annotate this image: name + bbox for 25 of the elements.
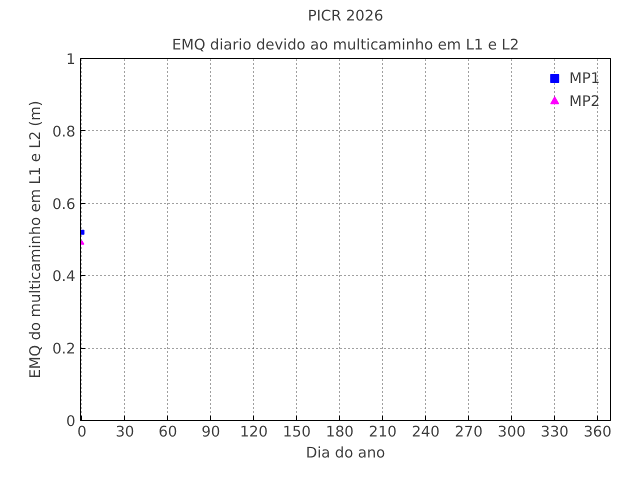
x-tick-label: 0 xyxy=(77,424,87,440)
y-axis-title: EMQ do multicaminho em L1 e L2 (m) xyxy=(27,100,44,378)
legend-label: MP2 xyxy=(569,92,600,110)
x-tick-label: 240 xyxy=(412,424,440,440)
legend-label: MP1 xyxy=(569,70,600,86)
y-tick-label: 0.2 xyxy=(52,340,76,358)
x-tick-label: 330 xyxy=(540,424,569,440)
y-tick-label: 0.8 xyxy=(52,123,76,140)
x-tick-label: 270 xyxy=(454,424,483,440)
x-tick-label: 360 xyxy=(584,424,612,440)
y-tick-label: 0 xyxy=(66,413,76,430)
x-tick-label: 120 xyxy=(240,424,268,440)
x-tick-label: 180 xyxy=(326,424,354,440)
y-tick-label: 0.4 xyxy=(52,268,76,286)
x-axis-title: Dia do ano xyxy=(306,444,386,462)
x-tick-label: 300 xyxy=(498,424,526,440)
x-tick-label: 60 xyxy=(158,424,178,440)
y-tick-label: 0.6 xyxy=(52,196,76,213)
y-tick-label: 1 xyxy=(66,51,76,68)
x-tick-label: 210 xyxy=(368,424,397,440)
x-tick-label: 30 xyxy=(116,424,134,440)
x-tick-label: 90 xyxy=(202,424,220,440)
chart-title: PICR 2026 xyxy=(308,8,384,24)
chart-subtitle: EMQ diario devido ao multicaminho em L1 e L2 xyxy=(172,36,520,54)
x-tick-label: 150 xyxy=(282,424,311,440)
